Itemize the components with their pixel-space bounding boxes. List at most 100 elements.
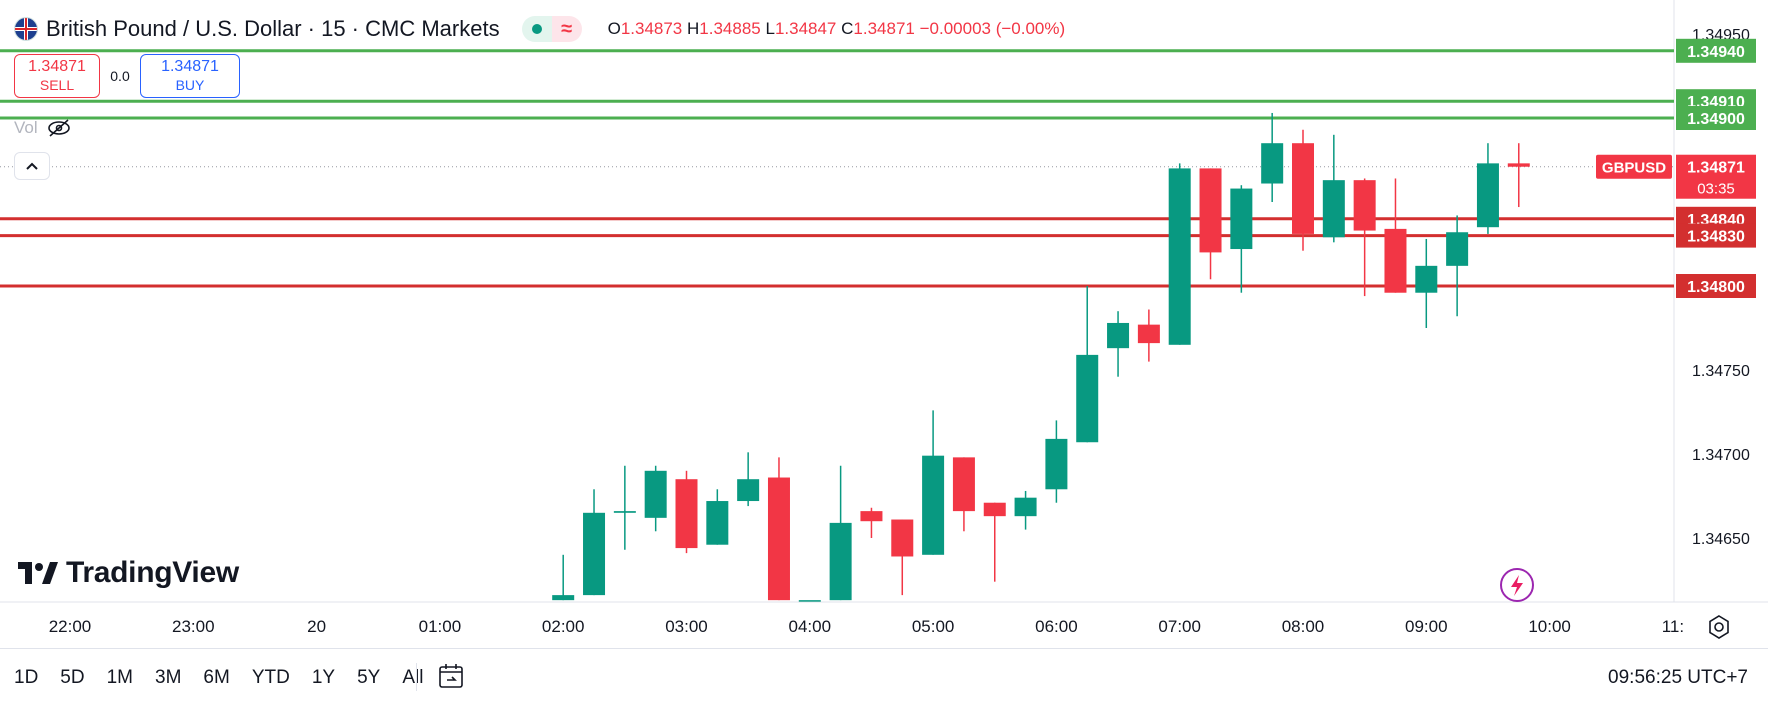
bottom-toolbar: 1D 5D 1M 3M 6M YTD 1Y 5Y All 09:56:25 UTC+7 <box>0 648 1768 705</box>
candle-body[interactable] <box>1476 163 1499 228</box>
candle-body[interactable] <box>1292 143 1314 234</box>
candle-body[interactable] <box>860 511 883 522</box>
range-button-all[interactable]: All <box>402 667 424 688</box>
chart-header: British Pound / U.S. Dollar · 15 · CMC M… <box>14 14 1065 44</box>
chevron-up-icon <box>26 162 38 170</box>
range-button-ytd[interactable]: YTD <box>251 667 290 688</box>
candle-body[interactable] <box>706 501 729 545</box>
candle-body[interactable] <box>767 477 790 601</box>
high-label: H <box>687 19 700 38</box>
symbol-tag-label: GBPUSD <box>1602 160 1666 177</box>
range-button-5y[interactable]: 5Y <box>357 667 381 688</box>
current-price-tag <box>1676 154 1756 199</box>
x-tick-label: 11: <box>1662 617 1684 636</box>
market-open-icon[interactable] <box>521 16 552 42</box>
x-tick-label: 20 <box>307 617 326 636</box>
x-tick-label: 23:00 <box>172 617 215 636</box>
x-tick-label: 04:00 <box>789 617 832 636</box>
range-button-1y[interactable]: 1Y <box>311 667 336 688</box>
candle-body[interactable] <box>613 511 636 513</box>
resistance-level-tag <box>1676 106 1756 130</box>
status-pills[interactable]: ≈ <box>521 16 582 42</box>
candle-body[interactable] <box>644 470 667 518</box>
buy-button[interactable]: 1.34871 BUY <box>140 54 240 98</box>
support-level-label: 1.34830 <box>1687 229 1745 246</box>
y-tick-label: 1.34650 <box>1692 531 1750 548</box>
volume-legend[interactable]: Vol <box>14 118 72 138</box>
candle-body[interactable] <box>737 479 760 502</box>
candle-body[interactable] <box>1415 265 1438 293</box>
lightning-icon[interactable] <box>1500 568 1534 602</box>
sell-price: 1.34871 <box>28 58 86 75</box>
candle-body[interactable] <box>891 519 914 557</box>
candle-body[interactable] <box>1353 180 1376 231</box>
low-value: 1.34847 <box>774 19 837 38</box>
close-label: C <box>841 19 854 38</box>
open-label: O <box>607 19 621 38</box>
range-button-1d[interactable]: 1D <box>14 667 39 688</box>
trade-panel: 1.34871 SELL 0.0 1.34871 BUY <box>14 54 240 98</box>
y-tick-label: 1.34750 <box>1692 363 1750 380</box>
collapse-legend-button[interactable] <box>14 152 50 180</box>
candle-body[interactable] <box>1107 322 1130 349</box>
tradingview-logo-icon <box>18 562 58 584</box>
tradingview-logo-text: TradingView <box>66 556 239 589</box>
clock-utc[interactable]: 09:56:25 UTC+7 <box>1608 667 1748 688</box>
x-tick-label: 03:00 <box>665 617 708 636</box>
candle-body[interactable] <box>675 479 698 549</box>
candle-body[interactable] <box>1045 438 1068 490</box>
x-tick-label: 06:00 <box>1035 617 1078 636</box>
volume-label: Vol <box>14 118 38 137</box>
range-button-1m[interactable]: 1M <box>106 667 133 688</box>
goto-date-icon[interactable] <box>436 661 466 691</box>
candle-body[interactable] <box>922 455 945 555</box>
candle-countdown-label: 03:35 <box>1697 181 1735 198</box>
candle-body[interactable] <box>952 457 975 512</box>
eye-hidden-icon[interactable] <box>46 118 72 138</box>
close-value: 1.34871 <box>853 19 915 38</box>
current-price-label: 1.34871 <box>1687 160 1745 177</box>
x-tick-label: 02:00 <box>542 617 585 636</box>
support-level-label: 1.34800 <box>1687 279 1745 296</box>
candle-body[interactable] <box>1322 180 1345 238</box>
x-tick-label: 22:00 <box>49 617 92 636</box>
candle-body[interactable] <box>1384 228 1407 293</box>
x-tick-label: 07:00 <box>1158 617 1201 636</box>
range-button-6m[interactable]: 6M <box>203 667 230 688</box>
wave-icon[interactable]: ≈ <box>551 16 582 42</box>
sell-label: SELL <box>39 77 75 93</box>
x-tick-label: 10:00 <box>1528 617 1571 636</box>
candle-body[interactable] <box>1199 168 1222 253</box>
resistance-level-label: 1.34940 <box>1687 44 1745 61</box>
candle-body[interactable] <box>1507 163 1530 167</box>
candle-body[interactable] <box>829 522 852 601</box>
resistance-level-tag <box>1676 38 1756 63</box>
tradingview-logo: TradingView <box>18 556 239 590</box>
y-tick-label: 1.34700 <box>1692 447 1750 464</box>
buy-label: BUY <box>175 77 205 93</box>
candle-body[interactable] <box>583 512 606 596</box>
symbol-title[interactable]: British Pound / U.S. Dollar · 15 · CMC M… <box>46 16 500 41</box>
gear-icon[interactable] <box>1706 614 1732 640</box>
low-label: L <box>765 19 775 38</box>
candle-body[interactable] <box>1168 168 1191 345</box>
candle-body[interactable] <box>983 502 1006 517</box>
change-value: −0.00003 (−0.00%) <box>919 19 1066 38</box>
sell-button[interactable]: 1.34871 SELL <box>14 54 100 98</box>
candle-body[interactable] <box>552 595 575 601</box>
lightning-glyph <box>1511 575 1523 596</box>
candle-body[interactable] <box>1261 143 1284 184</box>
candle-body[interactable] <box>1446 232 1469 266</box>
range-button-3m[interactable]: 3M <box>155 667 182 688</box>
candle-body[interactable] <box>798 600 821 602</box>
candle-body[interactable] <box>1076 354 1099 443</box>
candle-body[interactable] <box>1230 188 1253 250</box>
high-value: 1.34885 <box>699 19 761 38</box>
support-level-tag <box>1676 223 1756 248</box>
candle-body[interactable] <box>1014 497 1037 517</box>
gbp-usd-flag-icon <box>14 17 38 41</box>
candle-body[interactable] <box>1137 324 1160 344</box>
toolbar-divider <box>416 663 417 691</box>
range-button-5d[interactable]: 5D <box>60 667 85 688</box>
